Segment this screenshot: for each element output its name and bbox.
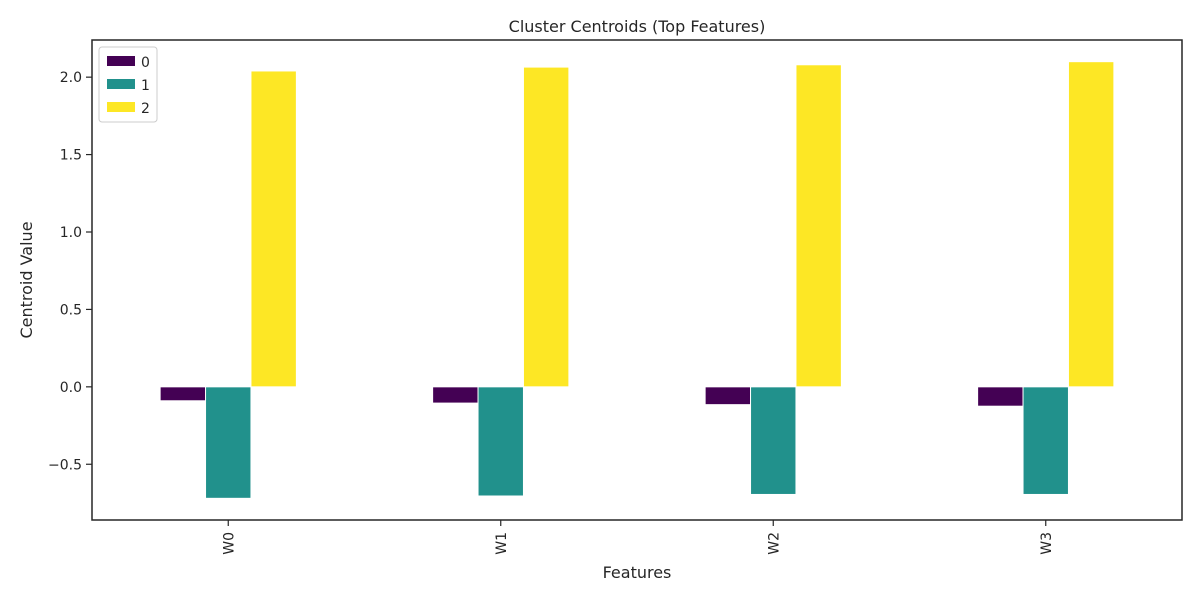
legend-swatch-2: [107, 102, 135, 112]
plot-area: −0.5 0.0 0.5 1.0 1.5 2.0 W0 W1 W2 W3 0 1 2: [48, 39, 1183, 555]
legend-label-1: 1: [141, 78, 150, 94]
y-tick-label: 2.0: [60, 70, 82, 86]
y-tick-label: 0.5: [60, 302, 82, 318]
y-tick-label: 1.0: [60, 225, 82, 241]
bar-series-2-W1: [522, 66, 570, 388]
bar-series-0-W0: [159, 386, 207, 402]
bar-series-1-W1: [477, 386, 524, 497]
x-tick-label: W3: [1039, 532, 1055, 555]
legend-label-2: 2: [141, 101, 150, 117]
bar-series-2-W0: [250, 70, 297, 388]
legend-label-0: 0: [141, 55, 150, 71]
legend-swatch-1: [107, 79, 135, 89]
bar-series-1-W2: [750, 386, 797, 495]
y-axis-label: Centroid Value: [17, 221, 36, 338]
y-tick-label: 0.0: [60, 380, 82, 396]
legend-swatch-0: [107, 56, 135, 66]
plot-frame: [91, 39, 1183, 521]
bar-series-1-W3: [1022, 386, 1069, 495]
bar-series-0-W3: [977, 386, 1024, 407]
bar-series-0-W2: [704, 386, 752, 406]
bar-series-1-W0: [205, 386, 252, 499]
bar-series-2-W3: [1067, 61, 1115, 388]
x-axis-label: Features: [603, 563, 672, 582]
y-tick-label: −0.5: [48, 457, 82, 473]
bar-series-0-W1: [432, 386, 479, 404]
bar-series-2-W2: [795, 64, 842, 388]
chart-title: Cluster Centroids (Top Features): [509, 17, 766, 36]
x-tick-label: W0: [221, 532, 237, 555]
y-tick-label: 1.5: [60, 148, 82, 164]
x-tick-label: W1: [494, 532, 510, 555]
x-tick-label: W2: [766, 532, 782, 555]
